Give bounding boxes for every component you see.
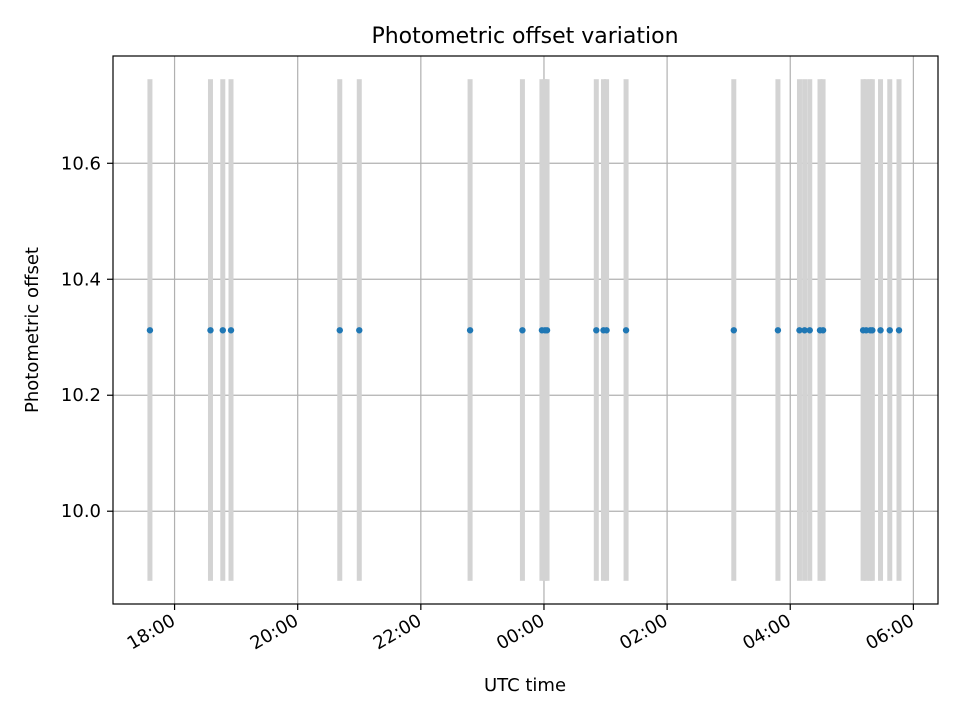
y-tick-label: 10.2 [61,385,101,406]
y-tick-label: 10.6 [61,153,101,174]
x-tick-label: 06:00 [862,610,917,654]
data-point [466,327,474,334]
data-point [895,327,903,334]
x-tick-label: 20:00 [247,610,302,654]
data-point [227,327,235,334]
data-point [730,327,738,334]
plot-frame [112,55,939,605]
data-point [146,327,154,334]
x-tick-label: 04:00 [739,610,794,654]
data-point [774,327,782,334]
data-point [543,327,551,334]
data-point [877,327,884,334]
data-points [146,327,903,334]
data-point [219,327,226,334]
data-point [622,327,630,334]
x-tick-label: 02:00 [616,610,671,654]
y-axis-ticks: 10.0 10.2 10.4 10.6 [61,153,113,522]
data-point [356,327,363,334]
data-point [819,327,827,334]
data-point [869,327,876,334]
data-point [336,327,343,334]
data-point [519,327,526,334]
x-tick-label: 00:00 [493,610,548,654]
x-tick-label: 22:00 [370,610,425,654]
data-point [796,327,803,334]
data-point [806,327,813,334]
y-tick-label: 10.4 [61,269,101,290]
data-point [886,327,893,334]
chart-title: Photometric offset variation [371,24,678,49]
y-tick-label: 10.0 [61,501,101,522]
data-point [207,327,214,334]
data-point [593,327,600,334]
x-axis-ticks: 18:00 20:00 22:00 00:00 02:00 04:00 06:00 [124,604,918,654]
data-point [603,327,610,334]
x-axis-label: UTC time [484,675,566,696]
x-tick-label: 18:00 [124,610,179,654]
data-point [801,327,808,334]
y-axis-label: Photometric offset [22,247,43,413]
